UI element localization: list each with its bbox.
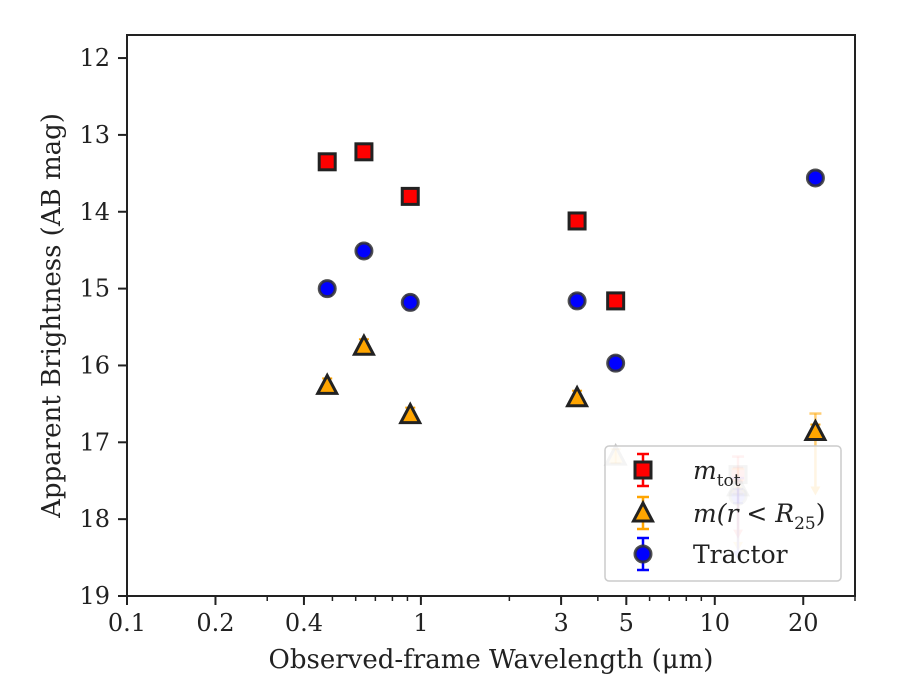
legend: mtot m(r < R25) Tractor — [604, 445, 842, 582]
circle-marker — [805, 168, 825, 188]
x-tick-label: 0.2 — [196, 609, 234, 637]
square-marker — [400, 186, 420, 206]
data-point — [606, 353, 626, 373]
legend-box — [604, 445, 842, 582]
triangle-marker-shape — [398, 401, 423, 425]
circle-marker — [606, 353, 626, 373]
circle-marker-shape — [606, 353, 626, 373]
y-tick-label: 16 — [79, 351, 110, 379]
circle-marker — [317, 279, 337, 299]
square-marker-shape — [400, 186, 420, 206]
data-point — [567, 291, 587, 311]
square-marker-shape — [567, 211, 587, 231]
circle-marker-shape — [805, 168, 825, 188]
data-point — [351, 333, 376, 356]
legend-entry: m(r < R25) — [631, 495, 825, 534]
data-point — [317, 279, 337, 299]
circle-marker — [567, 291, 587, 311]
y-tick-label: 15 — [79, 275, 110, 303]
x-tick-label: 1 — [413, 609, 428, 637]
circle-marker-shape — [354, 241, 374, 261]
y-tick-label: 12 — [79, 44, 110, 72]
axes-frame — [126, 34, 856, 597]
legend-circle-marker — [633, 544, 653, 564]
x-tick-label: 3 — [553, 609, 568, 637]
square-marker — [606, 291, 626, 311]
square-marker — [567, 211, 587, 231]
square-marker-shape — [606, 291, 626, 311]
data-point — [398, 401, 423, 425]
legend-entry: mtot — [633, 452, 741, 491]
triangle-marker — [565, 384, 590, 408]
data-point — [606, 291, 626, 311]
data-point — [317, 152, 337, 172]
triangle-marker — [803, 418, 828, 442]
triangle-marker-shape — [631, 499, 655, 523]
y-tick-label: 17 — [79, 428, 110, 456]
legend-label: Tractor — [693, 540, 788, 569]
circle-marker-shape — [567, 291, 587, 311]
square-marker-shape — [354, 142, 374, 162]
x-tick-label: 5 — [619, 609, 634, 637]
circle-marker-shape — [633, 544, 653, 564]
square-marker — [317, 152, 337, 172]
y-tick-label: 18 — [79, 505, 110, 533]
y-tick-label: 13 — [79, 121, 110, 149]
triangle-marker — [351, 333, 376, 356]
square-marker-shape — [633, 460, 653, 480]
triangle-marker — [398, 401, 423, 425]
legend-entry: Tractor — [633, 536, 788, 572]
legend-label: m(r < R25) — [693, 499, 825, 534]
x-tick-label: 20 — [788, 609, 819, 637]
x-tick-label: 0.4 — [285, 609, 323, 637]
data-point — [315, 372, 340, 395]
triangle-marker-shape — [803, 418, 828, 442]
legend-triangle-marker — [631, 499, 655, 523]
data-point — [565, 384, 590, 408]
circle-marker-shape — [400, 292, 420, 312]
triangle-marker — [315, 372, 340, 395]
data-point — [400, 292, 420, 312]
y-tick-label: 14 — [79, 198, 110, 226]
triangle-marker-shape — [351, 333, 376, 356]
circle-marker-shape — [317, 279, 337, 299]
data-point — [354, 241, 374, 261]
legend-label: mtot — [693, 456, 741, 491]
data-point — [400, 186, 420, 206]
data-point — [805, 168, 825, 188]
y-axis-label: Apparent Brightness (AB mag) — [37, 113, 67, 519]
data-point — [354, 142, 374, 162]
x-tick-label: 0.1 — [108, 609, 146, 637]
square-marker — [354, 142, 374, 162]
triangle-marker-shape — [565, 384, 590, 408]
square-marker-shape — [317, 152, 337, 172]
y-tick-label: 19 — [79, 582, 110, 610]
circle-marker — [400, 292, 420, 312]
circle-marker — [354, 241, 374, 261]
triangle-marker-shape — [315, 372, 340, 395]
x-tick-label: 10 — [700, 609, 731, 637]
x-axis-label: Observed-frame Wavelength (μm) — [269, 645, 714, 675]
legend-square-marker — [633, 460, 653, 480]
data-point — [567, 211, 587, 231]
